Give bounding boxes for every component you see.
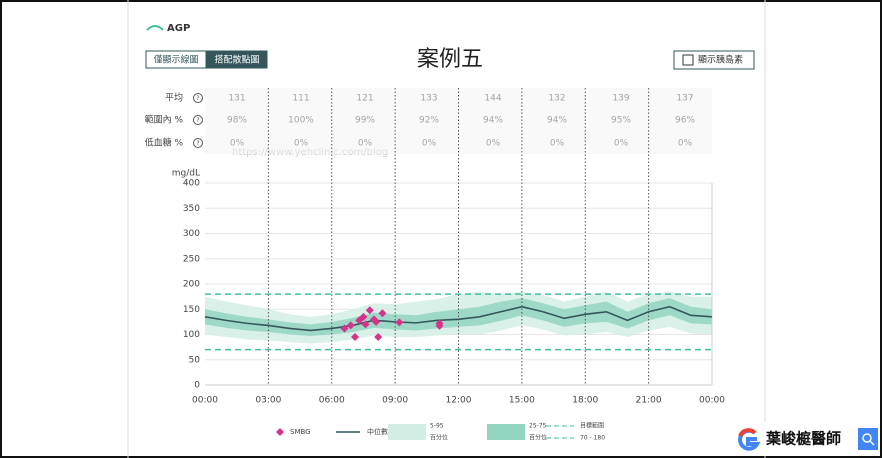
- page-title: 案例五: [417, 47, 483, 72]
- help-mark: ?: [196, 140, 199, 147]
- y-tick-label: 150: [183, 305, 200, 315]
- smbg-point: [395, 318, 404, 327]
- legend-label: 25-75: [529, 423, 547, 430]
- button-active[interactable]: [206, 50, 268, 69]
- smbg-point: [378, 309, 387, 318]
- help-mark: ?: [196, 117, 199, 124]
- g-logo: [738, 428, 757, 437]
- smbg-point: [359, 312, 368, 321]
- x-tick-label: 18:00: [572, 396, 598, 406]
- legend-swatch: [388, 424, 426, 440]
- help-icon: [193, 115, 203, 125]
- legend-label: 5-95: [430, 423, 444, 430]
- y-tick-label: 0: [194, 381, 200, 391]
- y-tick-label: 50: [189, 355, 201, 365]
- help-icon: [193, 93, 203, 103]
- button-label[interactable]: 搭配散點圖: [214, 54, 259, 66]
- smbg-point: [365, 306, 374, 315]
- x-tick-label: 06:00: [319, 396, 345, 406]
- badge: 葉峻榳醫師: [728, 422, 880, 456]
- y-tick-label: 200: [183, 280, 200, 290]
- legend-label: 70 - 180: [580, 435, 605, 442]
- x-tick-label: 21:00: [636, 396, 662, 406]
- help-mark: ?: [196, 95, 199, 102]
- badge-text: 葉峻榳醫師: [765, 430, 841, 448]
- button-label[interactable]: 僅顯示線圖: [153, 54, 198, 66]
- y-tick-label: 400: [183, 179, 200, 189]
- checkbox-label[interactable]: 顯示胰島素: [698, 54, 743, 66]
- row-label: 平均: [165, 92, 183, 104]
- x-tick-label: 09:00: [382, 396, 408, 406]
- legend-label: SMBG: [290, 428, 311, 436]
- legend-label: 目標範圍: [580, 422, 604, 430]
- smbg-point: [372, 317, 381, 326]
- smbg-point: [350, 333, 359, 342]
- search-icon: [869, 440, 875, 446]
- smbg-point: [435, 321, 444, 330]
- legend-swatch: [487, 424, 525, 440]
- checkbox[interactable]: [682, 54, 694, 66]
- legend-label: 百分位: [430, 434, 448, 442]
- button[interactable]: [145, 50, 207, 69]
- legend-label: 百分位: [529, 434, 547, 442]
- smbg-point: [340, 324, 349, 333]
- y-axis-label: mg/dL: [172, 169, 200, 179]
- x-tick-label: 15:00: [509, 396, 535, 406]
- y-tick-label: 300: [183, 229, 200, 239]
- x-tick-label: 00:00: [699, 396, 725, 406]
- search-button[interactable]: [858, 428, 878, 450]
- x-tick-label: 00:00: [192, 396, 218, 406]
- row-label: 低血糖 %: [145, 137, 184, 149]
- smbg-point: [374, 333, 383, 342]
- help-icon: [193, 138, 203, 148]
- search-icon: [862, 433, 872, 443]
- x-tick-label: 12:00: [446, 396, 472, 406]
- smbg-point: [361, 320, 370, 329]
- x-tick-label: 03:00: [255, 396, 281, 406]
- y-tick-label: 100: [183, 330, 200, 340]
- y-tick-label: 250: [183, 254, 200, 264]
- logo-text: AGP: [167, 23, 190, 34]
- legend-swatch: [276, 428, 284, 436]
- row-label: 範圍內 %: [145, 114, 184, 126]
- median-line: [204, 305, 713, 332]
- smbg-point: [346, 321, 355, 330]
- legend-label: 中位數: [367, 427, 388, 436]
- logo-icon: [146, 25, 164, 31]
- checkbox-button[interactable]: [673, 50, 755, 70]
- y-tick-label: 350: [183, 204, 200, 214]
